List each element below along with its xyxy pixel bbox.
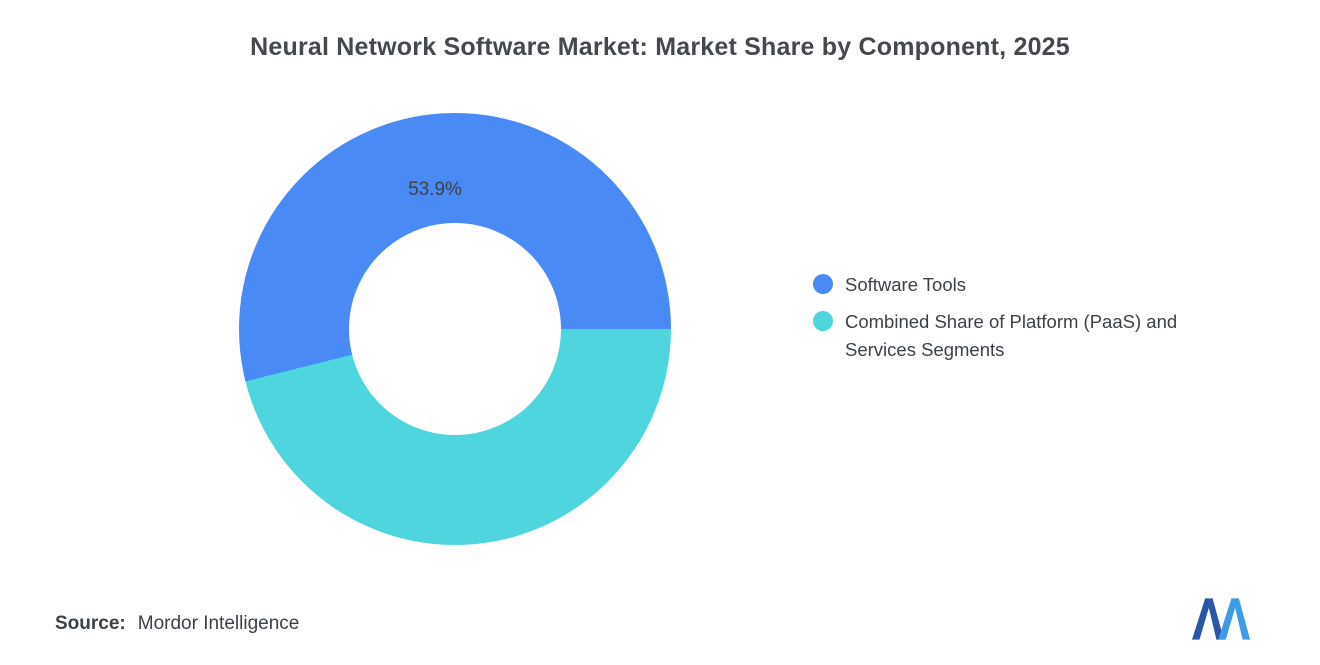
legend-item-platform-services: Combined Share of Platform (PaaS) and Se…	[813, 308, 1245, 364]
pie-slice-label: 53.9%	[408, 179, 462, 200]
logo-left-shape	[1192, 598, 1224, 640]
source-label: Source:	[55, 613, 126, 634]
donut-chart: 53.9%	[239, 113, 671, 545]
source-value: Mordor Intelligence	[137, 613, 300, 634]
mordor-intelligence-logo-icon	[1192, 598, 1251, 640]
legend-label: Combined Share of Platform (PaaS) and Se…	[845, 310, 1178, 360]
donut-hole	[349, 223, 561, 435]
source-attribution: Source: Mordor Intelligence	[55, 613, 299, 635]
legend-label: Software Tools	[845, 274, 966, 295]
legend-marker-icon	[813, 310, 833, 331]
chart-title: Neural Network Software Market: Market S…	[250, 33, 1070, 61]
legend-marker-icon	[813, 274, 833, 294]
chart-legend: Software Tools Combined Share of Platfor…	[813, 271, 1245, 363]
legend-item-software-tools: Software Tools	[813, 271, 1245, 299]
logo-right-shape	[1218, 598, 1251, 640]
